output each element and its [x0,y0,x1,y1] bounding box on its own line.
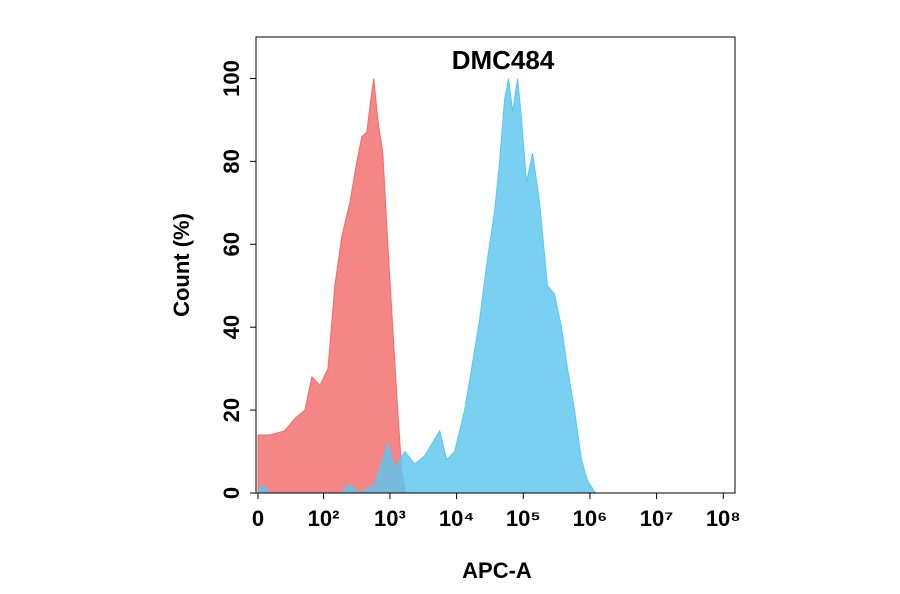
histogram-area [257,78,597,494]
plot-area [257,78,597,494]
y-tick-label: 40 [219,315,244,339]
y-axis-label: Count (%) [169,213,194,317]
x-tick-label: 0 [252,506,264,531]
x-tick-label: 10² [308,506,340,531]
y-tick-label: 60 [219,232,244,256]
chart-title: DMC484 [452,45,555,75]
y-tick-label: 100 [219,60,244,97]
axes-frame [255,36,736,494]
y-tick-label: 0 [219,487,244,499]
x-tick-label: 10⁶ [573,506,608,531]
y-tick-label: 20 [219,398,244,422]
x-tick-label: 10⁵ [506,506,541,531]
y-tick-label: 80 [219,149,244,173]
x-tick-label: 10³ [374,506,406,531]
x-tick-label: 10⁴ [439,506,474,531]
x-tick-label: 10⁸ [706,506,741,531]
histogram-area [257,78,407,494]
x-axis-label: APC-A [462,558,532,583]
x-tick-label: 10⁷ [640,506,674,531]
